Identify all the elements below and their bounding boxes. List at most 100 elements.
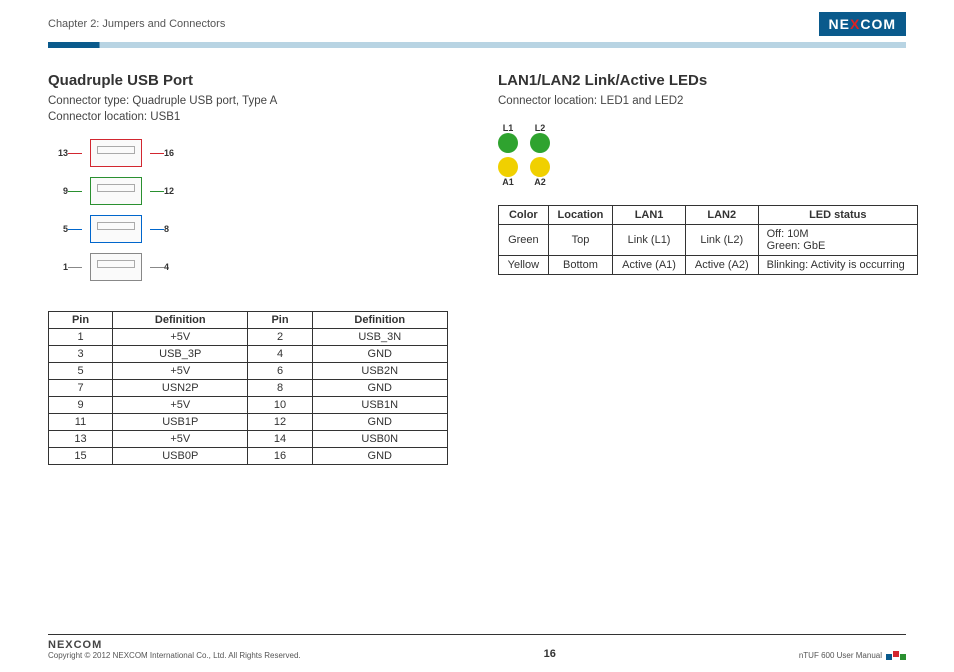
usb-connector-icon [90, 139, 142, 167]
table-cell: GND [312, 380, 447, 397]
usb-connector-diagram: 13 16 9 12 58 14 [48, 139, 448, 281]
led-label-l2: L2 [530, 123, 550, 133]
usb-description: Connector type: Quadruple USB port, Type… [48, 93, 448, 125]
table-cell: 10 [248, 397, 312, 414]
led-l2 [530, 133, 550, 153]
table-cell: 13 [49, 431, 113, 448]
usb-connector-icon [90, 253, 142, 281]
table-header: Location [548, 206, 613, 225]
usb-pin-left: 5 [48, 224, 68, 234]
led-top-labels: L1 L2 [498, 123, 918, 133]
led-label-a1: A1 [498, 177, 518, 187]
usb-connector-row: 14 [48, 253, 448, 281]
usb-connector-row: 9 12 [48, 177, 448, 205]
table-cell: 1 [49, 329, 113, 346]
usb-line-icon [68, 153, 82, 154]
usb-pin-right: 12 [164, 186, 184, 196]
footer-left: NEXCOM Copyright © 2012 NEXCOM Internati… [48, 639, 301, 660]
usb-line-icon [150, 153, 164, 154]
usb-desc-2: Connector location: USB1 [48, 109, 448, 125]
table-cell: USB0P [113, 448, 248, 465]
table-row: 1+5V2USB_3N [49, 329, 448, 346]
usb-line-icon [150, 229, 164, 230]
table-cell: USB_3N [312, 329, 447, 346]
table-cell: USB0N [312, 431, 447, 448]
table-header: Definition [312, 312, 447, 329]
led-yellow-row [498, 157, 918, 177]
table-cell: GND [312, 448, 447, 465]
page-footer: NEXCOM Copyright © 2012 NEXCOM Internati… [0, 634, 954, 672]
table-header: Color [499, 206, 549, 225]
footer-row: NEXCOM Copyright © 2012 NEXCOM Internati… [48, 639, 906, 660]
table-cell: 2 [248, 329, 312, 346]
table-header: LAN2 [685, 206, 758, 225]
table-cell: USB2N [312, 363, 447, 380]
table-cell: Active (A2) [685, 256, 758, 275]
table-cell: Top [548, 225, 613, 256]
table-cell: GND [312, 414, 447, 431]
table-row: 3USB_3P4GND [49, 346, 448, 363]
left-column: Quadruple USB Port Connector type: Quadr… [48, 72, 448, 465]
square-icon [893, 651, 899, 657]
table-cell: +5V [113, 329, 248, 346]
page-number: 16 [301, 648, 799, 660]
table-cell: 14 [248, 431, 312, 448]
table-cell: Green [499, 225, 549, 256]
page-header: Chapter 2: Jumpers and Connectors NEXCOM [0, 0, 954, 36]
table-row: 5+5V6USB2N [49, 363, 448, 380]
table-cell: USB1N [312, 397, 447, 414]
usb-pin-left: 9 [48, 186, 68, 196]
usb-pin-right: 4 [164, 262, 184, 272]
table-row: 7USN2P8GND [49, 380, 448, 397]
led-a2 [530, 157, 550, 177]
copyright-text: Copyright © 2012 NEXCOM International Co… [48, 651, 301, 660]
main-content: Quadruple USB Port Connector type: Quadr… [0, 48, 954, 465]
table-cell: USN2P [113, 380, 248, 397]
table-row: 11USB1P12GND [49, 414, 448, 431]
table-row: 9+5V10USB1N [49, 397, 448, 414]
logo-x: X [850, 16, 860, 32]
chapter-title: Chapter 2: Jumpers and Connectors [48, 18, 225, 30]
usb-line-icon [68, 267, 82, 268]
table-cell: 11 [49, 414, 113, 431]
usb-pin-right: 16 [164, 148, 184, 158]
nexcom-logo: NEXCOM [819, 12, 906, 36]
table-cell: 16 [248, 448, 312, 465]
usb-connector-row: 58 [48, 215, 448, 243]
led-status-table: ColorLocationLAN1LAN2LED statusGreenTopL… [498, 205, 918, 275]
table-cell: Link (L1) [613, 225, 686, 256]
usb-pin-table: PinDefinitionPinDefinition1+5V2USB_3N3US… [48, 311, 448, 465]
led-label-a2: A2 [530, 177, 550, 187]
usb-connector-icon [90, 215, 142, 243]
led-description: Connector location: LED1 and LED2 [498, 93, 918, 109]
led-label-l1: L1 [498, 123, 518, 133]
table-cell: 15 [49, 448, 113, 465]
footer-squares-icon [886, 654, 906, 660]
usb-line-icon [150, 267, 164, 268]
table-cell: Bottom [548, 256, 613, 275]
table-row: YellowBottomActive (A1)Active (A2)Blinki… [499, 256, 918, 275]
table-cell: Link (L2) [685, 225, 758, 256]
table-cell: 9 [49, 397, 113, 414]
table-cell: 7 [49, 380, 113, 397]
table-cell: 6 [248, 363, 312, 380]
table-row: 13+5V14USB0N [49, 431, 448, 448]
usb-heading: Quadruple USB Port [48, 72, 448, 89]
table-cell: +5V [113, 397, 248, 414]
table-cell: 5 [49, 363, 113, 380]
table-cell: Blinking: Activity is occurring [758, 256, 917, 275]
usb-connector-icon [90, 177, 142, 205]
table-cell: Yellow [499, 256, 549, 275]
footer-divider [48, 634, 906, 635]
usb-line-icon [68, 191, 82, 192]
table-cell: Active (A1) [613, 256, 686, 275]
table-cell: +5V [113, 431, 248, 448]
table-cell: USB_3P [113, 346, 248, 363]
table-cell: GND [312, 346, 447, 363]
led-diagram: L1 L2 A1 A2 [498, 123, 918, 187]
led-green-row [498, 133, 918, 153]
table-cell: 12 [248, 414, 312, 431]
table-row: GreenTopLink (L1)Link (L2)Off: 10MGreen:… [499, 225, 918, 256]
usb-pin-left: 13 [48, 148, 68, 158]
square-icon [886, 654, 892, 660]
